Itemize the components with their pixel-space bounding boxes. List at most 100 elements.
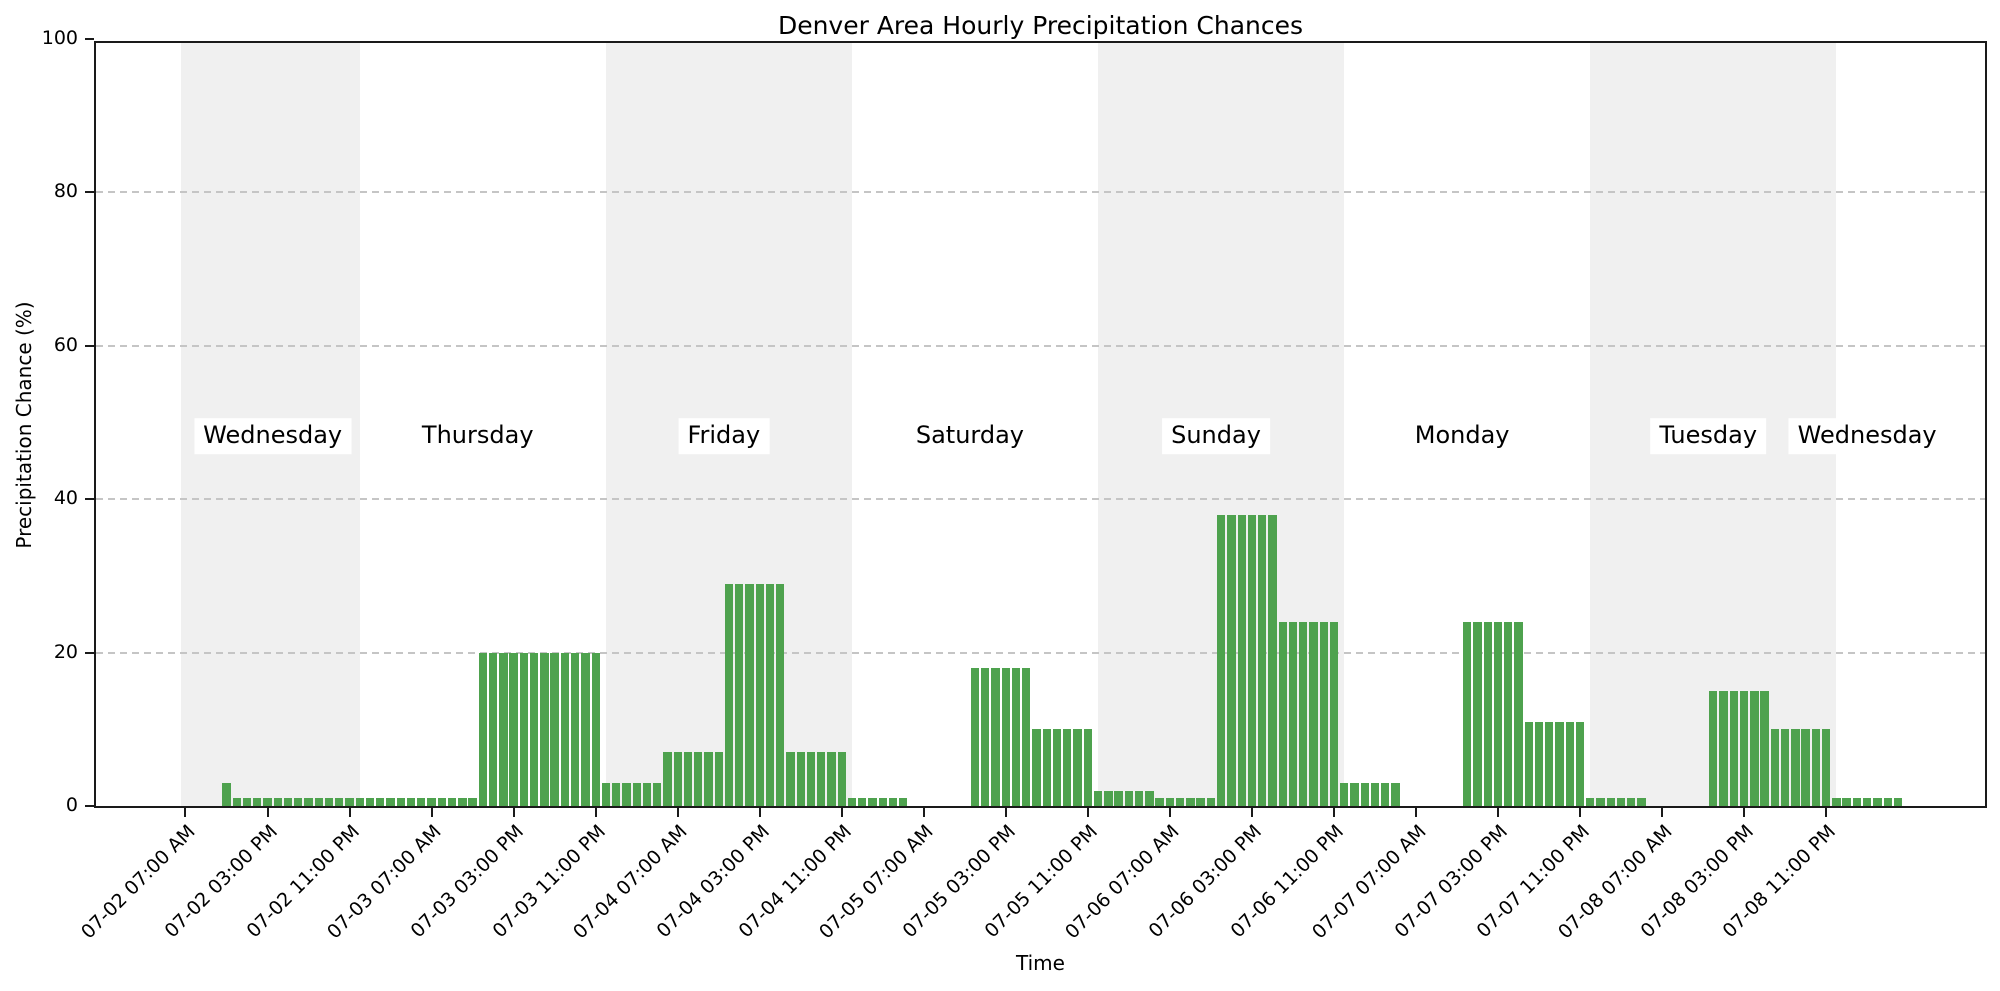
bar [868, 798, 877, 806]
bar [991, 667, 1000, 806]
bar [1370, 783, 1380, 806]
bar [735, 583, 744, 806]
x-tick-mark [266, 808, 269, 817]
bar [1011, 667, 1021, 806]
x-tick-mark [676, 808, 679, 817]
bar [858, 798, 867, 806]
bar [263, 798, 272, 806]
day-label: Monday [1405, 418, 1519, 454]
bar [273, 798, 282, 806]
y-tick-label: 40 [53, 487, 78, 510]
x-tick-mark [1579, 808, 1582, 817]
y-tick-label: 80 [53, 180, 78, 203]
bar [1217, 514, 1226, 806]
bar [1780, 729, 1790, 806]
bar [406, 798, 416, 806]
bar [673, 752, 682, 806]
bar [1873, 798, 1882, 806]
bar [724, 583, 734, 806]
bar [1319, 621, 1328, 806]
bar [437, 798, 446, 806]
bar [1093, 790, 1103, 806]
bar [878, 798, 887, 806]
bar [1340, 783, 1349, 806]
bar [1227, 514, 1236, 806]
bar [806, 752, 816, 806]
day-label: Sunday [1162, 418, 1270, 454]
bar [1852, 798, 1862, 806]
x-tick-mark [430, 808, 433, 817]
x-tick-mark [1661, 808, 1664, 817]
bar [324, 798, 334, 806]
bar [1022, 667, 1031, 806]
day-label: Saturday [906, 418, 1033, 454]
gridline [96, 498, 1985, 501]
bar [601, 783, 611, 806]
bar [560, 652, 570, 806]
bar [796, 752, 805, 806]
x-tick-mark [1825, 808, 1828, 817]
day-label: Thursday [412, 418, 543, 454]
gridlines-layer [96, 43, 1985, 806]
bar [488, 652, 498, 806]
bar [1565, 721, 1574, 806]
bar [1463, 621, 1472, 806]
bar [612, 783, 621, 806]
bar [970, 667, 980, 806]
bar [540, 652, 549, 806]
bar [632, 783, 641, 806]
gridline [96, 191, 1985, 194]
x-tick-mark [1414, 808, 1417, 817]
bar [519, 652, 529, 806]
bar [1739, 690, 1749, 806]
bar [663, 752, 672, 806]
plot-area: Wednesday Thursday Friday Saturday Sunday Mon… [94, 41, 1987, 808]
bar [1637, 798, 1646, 806]
x-tick-mark [184, 808, 187, 817]
x-tick-mark [840, 808, 843, 817]
x-tick-mark [1168, 808, 1171, 817]
bar [837, 752, 846, 806]
bar [1575, 721, 1585, 806]
bar [776, 583, 785, 806]
bar [1709, 690, 1718, 806]
bars-layer [96, 43, 1985, 806]
bar [591, 652, 600, 806]
bar [1760, 690, 1769, 806]
chart-title: Denver Area Hourly Precipitation Chances [777, 11, 1304, 40]
bar [1329, 621, 1339, 806]
bar [468, 798, 477, 806]
x-tick-mark [1004, 808, 1007, 817]
bar [1063, 729, 1072, 806]
bar [1001, 667, 1010, 806]
bar [1278, 621, 1287, 806]
bar [1391, 783, 1400, 806]
x-tick-mark [1497, 808, 1499, 817]
gridline [96, 651, 1985, 654]
y-tick-label: 0 [65, 794, 78, 816]
bar [1268, 514, 1277, 806]
bar [283, 798, 293, 806]
bar [1811, 729, 1821, 806]
bar [1719, 690, 1728, 806]
bar [1196, 798, 1205, 806]
y-tick-label: 100 [41, 27, 78, 49]
bar [1555, 721, 1564, 806]
bar [314, 798, 323, 806]
x-tick-mark [922, 808, 925, 817]
bar [1206, 798, 1216, 806]
bar [365, 798, 375, 806]
bar [694, 752, 703, 806]
bar [571, 652, 580, 806]
bar [458, 798, 467, 806]
bar [1083, 729, 1092, 806]
bar [1073, 729, 1082, 806]
bar [242, 798, 252, 806]
bar [847, 798, 857, 806]
bar [1381, 783, 1390, 806]
bar [1114, 790, 1123, 806]
bar [1545, 721, 1554, 806]
bar [1504, 621, 1513, 806]
x-tick-mark [594, 808, 597, 817]
